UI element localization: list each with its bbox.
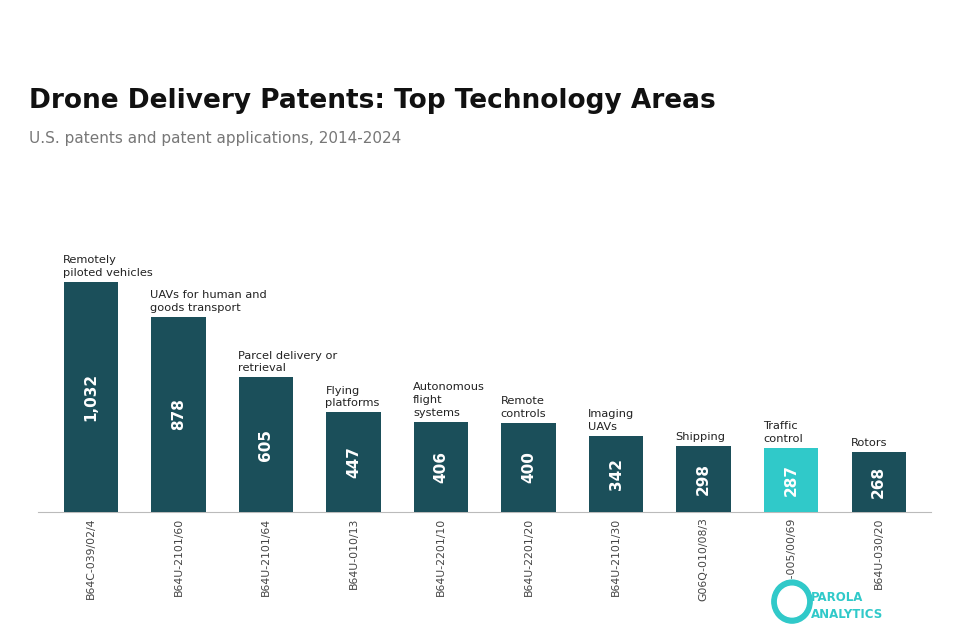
Bar xyxy=(764,448,818,512)
Text: Drone Delivery Patents: Top Technology Areas: Drone Delivery Patents: Top Technology A… xyxy=(30,88,716,114)
Text: 406: 406 xyxy=(434,451,448,483)
Text: 605: 605 xyxy=(258,429,274,461)
Text: 298: 298 xyxy=(696,463,711,495)
Text: 342: 342 xyxy=(609,458,624,490)
Text: Parcel delivery or
retrieval: Parcel delivery or retrieval xyxy=(238,351,337,373)
Bar xyxy=(239,378,293,512)
Circle shape xyxy=(772,580,812,623)
Text: 1,032: 1,032 xyxy=(84,373,99,421)
Bar xyxy=(63,282,118,512)
Text: 447: 447 xyxy=(346,446,361,478)
Text: 287: 287 xyxy=(783,464,799,496)
Bar xyxy=(501,423,556,512)
Text: 268: 268 xyxy=(871,466,886,498)
Text: 878: 878 xyxy=(171,398,186,430)
Text: U.S. patents and patent applications, 2014-2024: U.S. patents and patent applications, 20… xyxy=(30,131,401,146)
Bar xyxy=(589,436,643,512)
Bar xyxy=(414,422,468,512)
Bar xyxy=(677,445,731,512)
Text: UAVs for human and
goods transport: UAVs for human and goods transport xyxy=(151,290,267,312)
Text: Remotely
piloted vehicles: Remotely piloted vehicles xyxy=(63,255,153,278)
Bar xyxy=(152,317,205,512)
Text: Traffic
control: Traffic control xyxy=(763,421,803,444)
Text: Flying
platforms: Flying platforms xyxy=(325,386,380,408)
Bar xyxy=(326,413,380,512)
Text: Imaging
UAVs: Imaging UAVs xyxy=(588,409,635,432)
Circle shape xyxy=(778,586,806,617)
Bar xyxy=(852,452,906,512)
Text: 400: 400 xyxy=(521,452,536,483)
Text: Rotors: Rotors xyxy=(851,438,887,449)
Text: Remote
controls: Remote controls xyxy=(500,396,546,419)
Text: PAROLA
ANALYTICS: PAROLA ANALYTICS xyxy=(811,591,883,621)
Text: Shipping: Shipping xyxy=(676,431,726,442)
Text: Autonomous
flight
systems: Autonomous flight systems xyxy=(413,382,485,418)
